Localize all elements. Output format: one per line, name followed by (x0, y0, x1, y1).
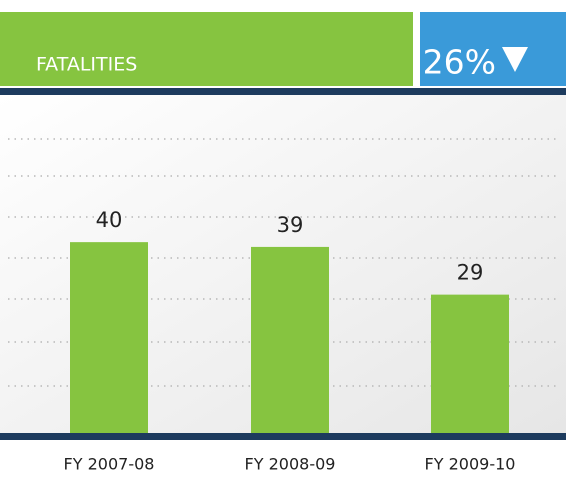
value-label: 39 (277, 213, 304, 237)
badge-value: 26% (423, 43, 496, 82)
value-label: 40 (96, 208, 123, 232)
top-rule (0, 88, 566, 95)
chart-title: FATALITIES (36, 54, 137, 76)
bar (70, 242, 148, 433)
bar (251, 246, 329, 433)
down-arrow (502, 47, 528, 72)
x-tick-label: FY 2008-09 (245, 455, 336, 474)
bar (431, 294, 509, 433)
x-tick-label: FY 2009-10 (425, 455, 516, 474)
bottom-rule (0, 433, 566, 440)
title-bar (0, 12, 413, 86)
value-label: 29 (457, 261, 484, 285)
badge-box (420, 12, 566, 86)
x-tick-label: FY 2007-08 (64, 455, 155, 474)
